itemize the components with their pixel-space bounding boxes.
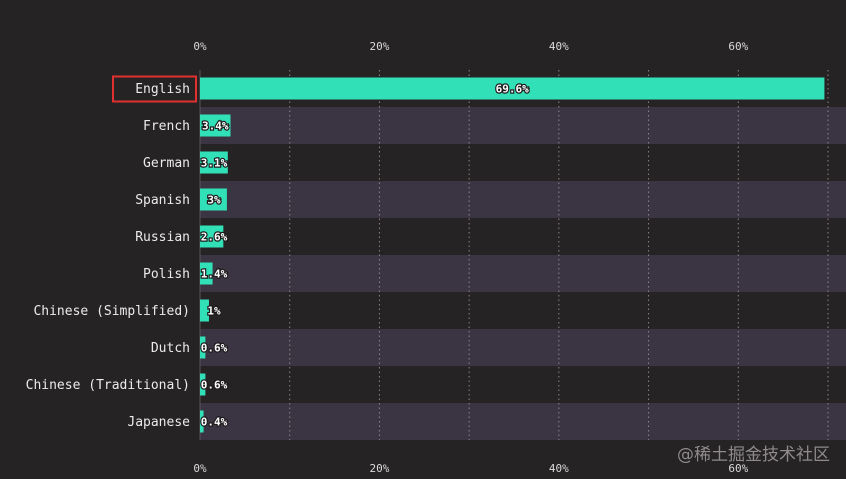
value-label: 3% (207, 194, 221, 207)
value-label: 0.6% (201, 342, 228, 355)
watermark-text: @稀土掘金技术社区 (677, 445, 830, 465)
highlight-box (112, 75, 197, 103)
category-label: Dutch (151, 341, 190, 356)
bar-2 (200, 151, 228, 174)
category-label: French (143, 119, 190, 134)
category-label: Russian (135, 230, 190, 245)
value-label: 2.6% (201, 231, 228, 244)
value-label: 0.6% (201, 379, 228, 392)
bar-6 (200, 299, 209, 322)
bottom-tick-label: 40% (549, 462, 569, 475)
category-labels: English French German Spanish Russian Polish C… (26, 82, 191, 430)
value-label: 1.4% (201, 268, 228, 281)
category-label: Chinese (Traditional) (26, 378, 190, 393)
bar-tracks (200, 107, 846, 440)
top-tick-label: 60% (728, 40, 748, 53)
top-tick-label: 40% (549, 40, 569, 53)
top-tick-label: 20% (369, 40, 389, 53)
bar-4 (200, 225, 224, 248)
category-label: Polish (143, 267, 190, 282)
value-labels: 69.6% 3.4% 3.1% 3% 2.6% 1.4% 1% 0.6% 0.6% 0.4% (200, 81, 531, 429)
bottom-tick-label: 60% (728, 462, 748, 475)
top-axis-ticks: 0% 20% 40% 60% (193, 40, 748, 53)
row-track (200, 403, 846, 440)
value-label: 69.6% (496, 83, 529, 96)
bar-3 (200, 188, 227, 211)
row-track (200, 329, 846, 366)
bar-8 (200, 373, 206, 396)
bar-9 (200, 410, 204, 433)
bar-7 (200, 336, 206, 359)
value-label: 3.4% (202, 120, 229, 133)
bottom-tick-label: 20% (369, 462, 389, 475)
value-label: 3.1% (201, 157, 228, 170)
value-label: 1% (207, 305, 221, 318)
category-label: Japanese (127, 415, 190, 430)
value-label: 0.4% (201, 416, 228, 429)
category-label: Spanish (135, 193, 190, 208)
category-label: Chinese (Simplified) (33, 304, 190, 319)
bar-5 (200, 262, 213, 285)
row-track (200, 255, 846, 292)
row-track (200, 181, 846, 218)
bars (200, 77, 825, 433)
row-track (200, 107, 846, 144)
category-label: German (143, 156, 190, 171)
top-tick-label: 0% (193, 40, 207, 53)
category-label: English (135, 82, 190, 97)
bar-0 (200, 77, 825, 100)
bottom-tick-label: 0% (193, 462, 207, 475)
bar-1 (200, 114, 231, 137)
bottom-axis-ticks: 0% 20% 40% 60% (193, 462, 748, 475)
